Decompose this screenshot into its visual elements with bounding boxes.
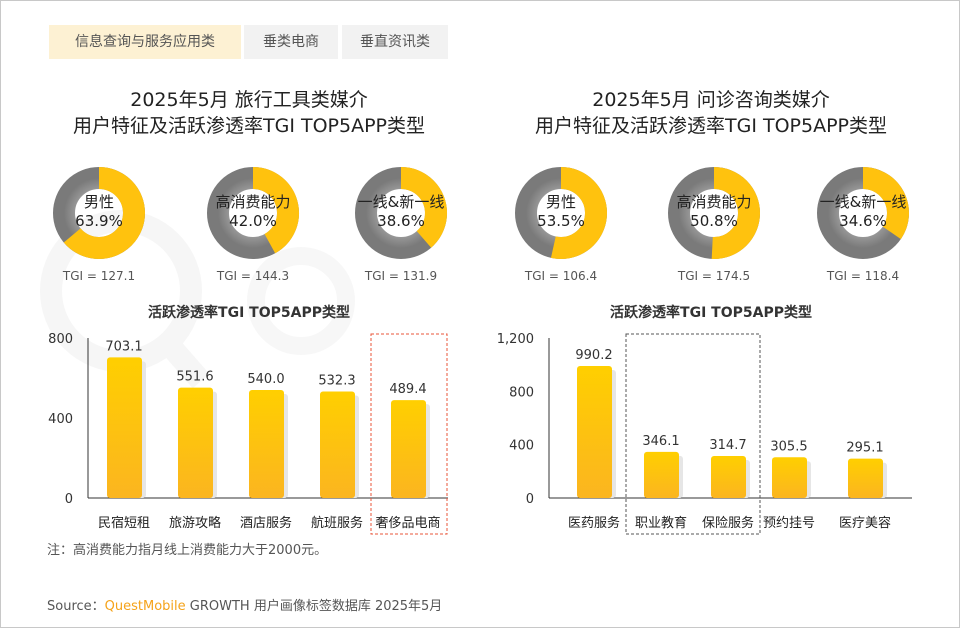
y-tick-label: 800	[48, 332, 73, 347]
right-title: 2025年5月 问诊咨询类媒介 用户特征及活跃渗透率TGI TOP5APP类型	[535, 89, 887, 137]
tab-vertical-news[interactable]: 垂直资讯类	[342, 25, 448, 59]
donut-percent: 50.8%	[690, 212, 738, 230]
left-chart-title: 活跃渗透率TGI TOP5APP类型	[148, 305, 350, 321]
bar-value-label: 295.1	[846, 441, 883, 456]
bar	[772, 457, 807, 498]
bar-value-label: 489.4	[389, 382, 426, 397]
bar-value-label: 540.0	[247, 372, 284, 387]
donut-label: 一线&新一线	[820, 193, 907, 211]
donut-percent: 34.6%	[839, 212, 887, 230]
donut-percent: 42.0%	[229, 212, 277, 230]
bar-value-label: 346.1	[642, 434, 679, 449]
donut-segment	[862, 167, 909, 240]
category-label: 酒店服务	[240, 515, 292, 531]
category-label: 职业教育	[635, 515, 687, 531]
donut-tgi: TGI = 131.9	[364, 269, 437, 283]
donut-tgi: TGI = 106.4	[524, 269, 597, 283]
right-chart-title: 活跃渗透率TGI TOP5APP类型	[610, 305, 812, 321]
bar-value-label: 990.2	[575, 348, 612, 363]
bar	[320, 391, 355, 498]
left-title: 2025年5月 旅行工具类媒介 用户特征及活跃渗透率TGI TOP5APP类型	[73, 89, 425, 137]
bar	[107, 357, 142, 498]
donut-label: 男性	[84, 193, 114, 211]
category-label: 医药服务	[568, 515, 620, 531]
tab-info-service[interactable]: 信息查询与服务应用类	[49, 25, 241, 59]
donut-segment	[400, 167, 447, 248]
donut-percent: 63.9%	[75, 212, 123, 230]
donut-label: 男性	[546, 193, 576, 211]
category-label: 旅游攻略	[169, 515, 221, 531]
y-tick-label: 800	[509, 385, 534, 400]
donut-percent: 53.5%	[537, 212, 585, 230]
bar-value-label: 532.3	[318, 374, 355, 389]
category-label: 奢侈品电商	[375, 516, 440, 531]
bar	[711, 456, 746, 498]
bar	[644, 451, 679, 498]
bar-value-label: 703.1	[105, 339, 142, 354]
donut-tgi: TGI = 127.1	[62, 269, 135, 283]
y-tick-label: 1,200	[497, 332, 534, 347]
donut-percent: 38.6%	[377, 212, 425, 230]
y-tick-label: 0	[65, 492, 73, 507]
category-label: 保险服务	[702, 515, 754, 531]
category-label: 医疗美容	[839, 515, 891, 531]
source: Source：QuestMobile GROWTH 用户画像标签数据库 2025…	[47, 599, 443, 614]
bar-value-label: 305.5	[770, 439, 807, 454]
y-tick-label: 400	[48, 412, 73, 427]
donut-label: 一线&新一线	[358, 193, 445, 211]
bar	[249, 390, 284, 498]
bar-value-label: 551.6	[176, 370, 213, 385]
brand-name: QuestMobile	[104, 599, 186, 614]
donut-segment	[550, 167, 607, 259]
bar-value-label: 314.7	[709, 438, 746, 453]
category-label: 预约挂号	[763, 516, 815, 531]
donut-tgi: TGI = 174.5	[677, 269, 750, 283]
highlight-box	[370, 333, 448, 535]
y-tick-label: 0	[526, 492, 534, 507]
category-label: 航班服务	[311, 515, 363, 531]
donut-label: 高消费能力	[676, 193, 751, 211]
highlight-box	[625, 333, 761, 535]
y-tick-label: 400	[509, 439, 534, 454]
bar	[577, 365, 612, 498]
donut-segment	[252, 167, 299, 254]
bar	[178, 387, 213, 498]
donut-tgi: TGI = 118.4	[826, 269, 899, 283]
donut-label: 高消费能力	[215, 193, 290, 211]
category-label: 民宿短租	[98, 515, 150, 531]
bar	[391, 400, 426, 498]
bar	[848, 458, 883, 498]
donut-tgi: TGI = 144.3	[216, 269, 289, 283]
donut-segment	[63, 167, 145, 259]
tab-vertical-ecommerce[interactable]: 垂类电商	[244, 25, 338, 59]
donut-segment	[711, 167, 760, 259]
footnote: 注：高消费能力指月线上消费能力大于2000元。	[47, 543, 328, 558]
